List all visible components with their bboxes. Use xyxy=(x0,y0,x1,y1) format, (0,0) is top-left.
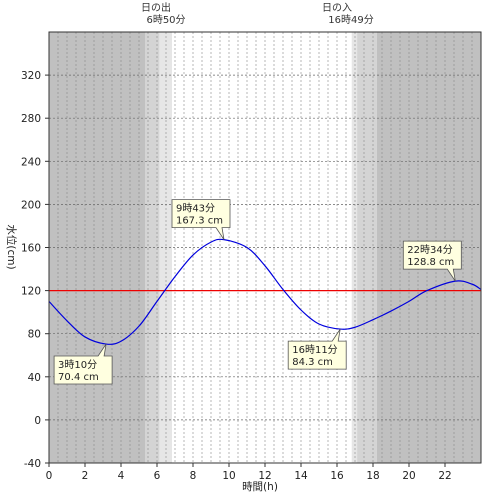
series-layer xyxy=(48,238,482,345)
y-tick-label: 240 xyxy=(21,156,41,168)
annotation-value: 128.8 cm xyxy=(407,257,454,268)
y-tick-label: 80 xyxy=(28,329,41,341)
annotation-box xyxy=(402,240,462,282)
annotation-time: 3時10分 xyxy=(58,359,97,371)
annotation-box xyxy=(171,199,231,240)
annotation-box xyxy=(53,343,113,385)
y-tick-labels: -40 0 40 80 120 160 200 240 280 320 xyxy=(21,70,49,470)
annotation-value: 84.3 cm xyxy=(292,357,333,368)
sunrise-label: 日の出 xyxy=(141,1,171,14)
x-axis-label: 時間(h) xyxy=(242,481,278,493)
y-tick-label: 320 xyxy=(21,70,41,82)
x-tick-label: 16 xyxy=(330,470,344,482)
y-tick-label: -40 xyxy=(24,458,41,470)
annotation-box xyxy=(287,328,347,370)
x-tick-label: 18 xyxy=(366,470,379,482)
y-tick-label: 120 xyxy=(21,286,41,298)
x-tick-label: 20 xyxy=(402,470,415,482)
twilight-band-evening-outer xyxy=(357,32,377,463)
tide-level-line xyxy=(48,238,482,345)
twilight-band-morning-outer xyxy=(144,32,160,463)
x-tick-label: 2 xyxy=(82,470,89,482)
annotation-value: 70.4 cm xyxy=(58,372,99,383)
annotation-value: 167.3 cm xyxy=(176,216,223,227)
annotation-time: 22時34分 xyxy=(407,244,452,256)
y-tick-label: 200 xyxy=(21,199,41,211)
x-tick-labels: 0 2 4 6 8 10 12 14 16 18 20 22 xyxy=(46,463,452,482)
x-tick-label: 12 xyxy=(258,470,271,482)
x-tick-label: 10 xyxy=(222,470,235,482)
x-tick-label: 22 xyxy=(438,470,451,482)
y-axis-label: 水位(cm) xyxy=(5,224,18,269)
x-tick-label: 0 xyxy=(46,470,53,482)
y-tick-label: 0 xyxy=(34,415,41,427)
annotation-time: 16時11分 xyxy=(292,344,337,356)
x-tick-label: 4 xyxy=(118,470,125,482)
y-tick-label: 160 xyxy=(21,243,41,255)
x-tick-label: 8 xyxy=(190,470,197,482)
y-tick-label: 40 xyxy=(28,372,41,384)
sunrise-time: 6時50分 xyxy=(146,14,185,26)
night-band-morning xyxy=(49,32,145,463)
y-tick-label: 280 xyxy=(21,113,41,125)
x-tick-label: 6 xyxy=(154,470,161,482)
sunset-label: 日の入 xyxy=(322,3,352,14)
x-tick-label: 14 xyxy=(294,470,308,482)
annotation-time: 9時43分 xyxy=(176,203,215,215)
sunset-time: 16時49分 xyxy=(328,14,373,26)
